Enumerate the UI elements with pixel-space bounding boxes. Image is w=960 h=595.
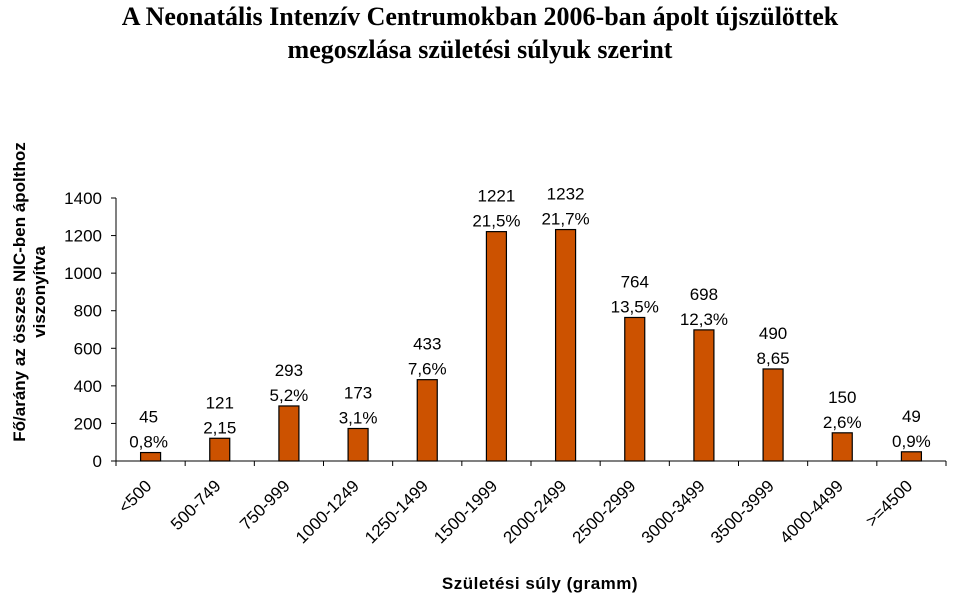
data-label-count: 490 [759,324,787,343]
data-label-percent: 5,2% [270,386,309,405]
y-tick-label: 400 [74,377,102,396]
bar [624,316,646,462]
x-tick-label: 3000-3499 [638,476,709,547]
bar [693,329,715,462]
data-label-percent: 7,6% [408,360,447,379]
bar [900,451,923,462]
bar [831,432,853,462]
y-tick-label: 0 [93,452,102,471]
data-label-percent: 13,5% [611,297,659,316]
data-label-percent: 21,7% [541,210,589,229]
chart-title-line-1: A Neonatális Intenzív Centrumokban 2006-… [121,2,839,31]
y-tick-label: 200 [74,414,102,433]
data-label-count: 698 [690,285,718,304]
x-tick-label: 1500-1999 [430,476,501,547]
data-label-percent: 8,65 [757,349,790,368]
x-tick-label: <500 [115,476,156,517]
data-label-count: 433 [413,335,441,354]
data-label-percent: 2,15 [203,418,236,437]
bar [485,231,508,462]
data-label-count: 45 [139,408,158,427]
chart-title: A Neonatális Intenzív Centrumokban 2006-… [0,0,960,66]
bar [416,379,438,462]
data-label-count: 49 [902,407,921,426]
y-tick-label: 800 [74,302,102,321]
data-label-count: 173 [344,384,372,403]
x-tick-label: 3500-3999 [707,476,778,547]
bar [554,228,577,462]
x-tick-label: 500-749 [167,476,225,534]
bar [762,368,784,462]
x-tick-label: 4000-4499 [776,476,847,547]
data-label-percent: 12,3% [680,310,728,329]
data-label-count: 293 [275,361,303,380]
bar [278,405,300,462]
data-label-count: 121 [206,393,234,412]
bar [347,427,369,462]
chart-title-line-2: megoszlása születési súlyuk szerint [287,35,673,64]
y-tick-label: 1200 [64,227,102,246]
bar [139,451,162,462]
data-label-percent: 0,9% [892,432,931,451]
y-tick-label: 1400 [64,189,102,208]
x-tick-label: 2500-2999 [569,476,640,547]
data-label-percent: 2,6% [823,413,862,432]
data-label-count: 764 [621,272,649,291]
bar [209,437,231,462]
data-label-percent: 21,5% [472,212,520,231]
data-label-percent: 3,1% [339,409,378,428]
x-axis-label: Születési súly (gramm) [441,574,639,593]
data-label-count: 1221 [478,187,516,206]
data-label-percent: 0,8% [129,433,168,452]
x-tick-label: 1250-1499 [361,476,432,547]
y-tick-label: 600 [74,339,102,358]
x-tick-label: 2000-2499 [499,476,570,547]
y-tick-label: 1000 [64,264,102,283]
x-tick-label: >=4500 [862,476,916,530]
data-label-count: 150 [828,388,856,407]
x-tick-label: 750-999 [236,476,294,534]
data-label-count: 1232 [547,185,585,204]
x-tick-label: 1000-1249 [292,476,363,547]
